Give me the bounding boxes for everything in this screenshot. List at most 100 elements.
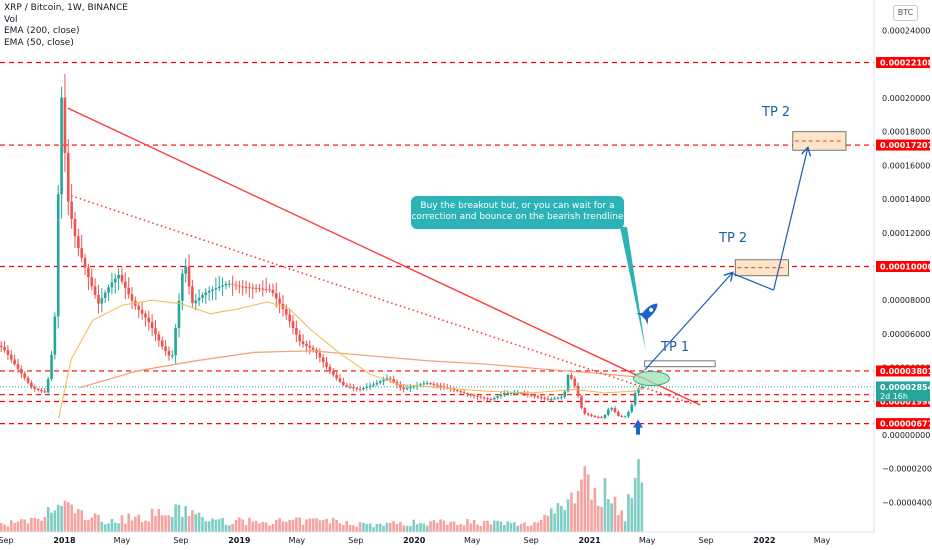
price-level-tag	[876, 261, 930, 272]
x-tick-label: Sep	[348, 536, 363, 545]
volume-bar	[298, 517, 302, 532]
y-tick-label: 0.00014000	[882, 195, 930, 204]
candle-body	[442, 386, 446, 388]
volume-bar	[516, 525, 520, 532]
volume-bar	[97, 514, 100, 532]
volume-bar	[60, 505, 63, 532]
volume-bar	[331, 517, 335, 532]
price-level-tag-label: 0.00001990	[880, 397, 932, 406]
candle-body	[580, 396, 583, 409]
volume-bar	[335, 520, 338, 532]
candle-body	[244, 286, 248, 288]
candle-body	[362, 387, 365, 390]
volume-bar	[449, 521, 452, 532]
volume-bar	[167, 515, 171, 532]
volume-bar	[315, 518, 318, 532]
volume-bar	[211, 518, 214, 532]
candle-body	[613, 408, 617, 412]
price-level-tag-label: 0.00010000	[880, 263, 932, 272]
candle-body	[388, 378, 392, 380]
volume-bar	[630, 498, 634, 532]
volume-bar	[583, 466, 587, 532]
candle-body	[623, 416, 627, 418]
candle-body	[177, 300, 181, 329]
volume-bar	[412, 519, 416, 532]
x-tick-label: 2020	[403, 536, 426, 545]
candle-body	[462, 392, 466, 394]
volume-bar	[150, 508, 154, 532]
rocket-body	[641, 303, 658, 320]
volume-bar	[127, 513, 130, 532]
candle-body	[298, 334, 302, 342]
ema200-line	[79, 350, 645, 389]
volume-bar	[402, 525, 405, 532]
candle-body	[409, 387, 412, 389]
candle-body	[251, 287, 255, 289]
candle-body	[422, 383, 426, 385]
price-level-tag	[876, 56, 930, 68]
volume-bar	[204, 521, 208, 532]
volume-bar	[30, 517, 33, 532]
volume-bar	[536, 522, 540, 532]
candle-body	[435, 384, 439, 386]
candle-body	[227, 283, 231, 285]
candle-body	[590, 414, 593, 416]
candle-body	[492, 397, 496, 400]
volume-bar	[533, 522, 536, 532]
x-tick-label: Sep	[699, 536, 714, 545]
candle-body	[157, 334, 161, 341]
volume-bar	[352, 525, 355, 532]
candle-body	[0, 345, 3, 347]
candle-body	[53, 316, 57, 355]
projection-segment	[644, 273, 732, 371]
candle-body	[412, 386, 416, 388]
candle-countdown-label: 2d 16h	[880, 392, 908, 401]
candle-body	[3, 346, 6, 351]
candle-body	[345, 385, 348, 387]
volume-bar	[207, 521, 211, 532]
x-tick-label: Sep	[524, 536, 539, 545]
candle-body	[523, 393, 526, 395]
volume-bar	[388, 522, 392, 532]
candle-body	[167, 351, 171, 356]
volume-bar	[358, 522, 362, 532]
volume-bar	[633, 477, 637, 532]
candle-body	[103, 292, 107, 299]
volume-bar	[482, 520, 486, 532]
callout-line-1: Buy the breakout but, or you can wait fo…	[420, 201, 615, 211]
volume-bar	[415, 524, 419, 532]
volume-bar	[466, 519, 469, 532]
candle-body	[321, 357, 325, 363]
candle-body	[405, 388, 409, 390]
volume-bar	[606, 499, 610, 532]
volume-bar	[50, 512, 53, 532]
candle-body	[194, 300, 198, 304]
x-tick-label: 2019	[228, 536, 251, 545]
candle-body	[338, 378, 342, 382]
volume-bar	[446, 524, 449, 532]
candle-body	[506, 392, 509, 394]
projection-drawings	[620, 131, 847, 435]
volume-bar	[378, 523, 382, 532]
scale-currency-badge[interactable]: BTC	[893, 5, 918, 21]
rocket-window	[649, 307, 654, 312]
candle-body	[308, 345, 312, 348]
volume-bar	[134, 516, 137, 532]
candle-body	[596, 416, 600, 418]
volume-bar	[160, 515, 164, 532]
volume-bar	[224, 524, 228, 532]
candle-body	[271, 289, 275, 294]
volume-bar	[103, 524, 107, 532]
volume-bar	[543, 514, 546, 532]
volume-bar	[425, 525, 429, 532]
volume-bar	[623, 521, 627, 532]
candle-body	[113, 278, 117, 283]
candle-body	[342, 381, 345, 386]
candle-body	[278, 298, 281, 304]
x-tick-label: 2021	[578, 536, 601, 545]
volume-bar	[63, 500, 67, 532]
x-tick-label: Sep	[173, 536, 188, 545]
candle-body	[513, 392, 516, 394]
candle-body	[352, 387, 355, 389]
